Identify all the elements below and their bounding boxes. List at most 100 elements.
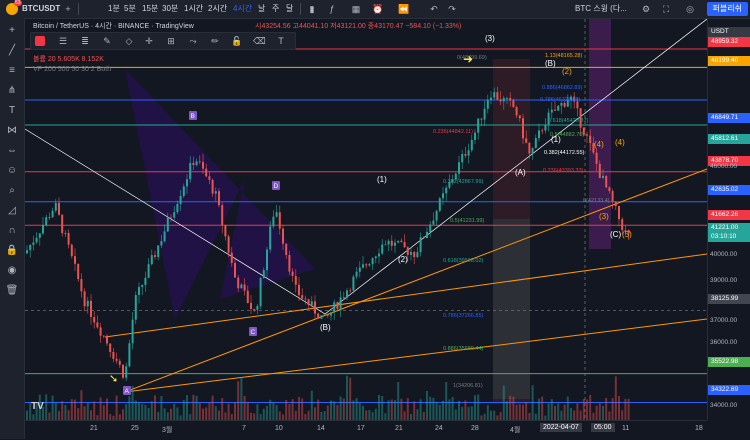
fib-label: 0.786(37266.85)	[443, 313, 484, 319]
timeframe-day[interactable]: 날	[258, 4, 266, 13]
plus-icon[interactable]: +	[65, 4, 71, 14]
volume-bar	[349, 377, 352, 420]
eraser-icon[interactable]: ◇	[125, 36, 133, 46]
text-tool-icon[interactable]: T	[278, 36, 284, 46]
pitchfork-icon[interactable]: ⋔	[7, 85, 17, 96]
fib-label: 0.886(46862.89)	[542, 85, 583, 91]
timeframe-month[interactable]: 달	[286, 4, 294, 13]
timeframe-week[interactable]: 주	[272, 4, 280, 13]
alert-icon[interactable]: ⏰	[372, 4, 384, 14]
timeframe-15m[interactable]: 15분	[142, 4, 159, 13]
compare-dropdown[interactable]: BTC 스윙 (다...	[575, 4, 627, 13]
timeframe-30m[interactable]: 30분	[162, 4, 179, 13]
trendline-icon[interactable]: ╱	[8, 45, 16, 56]
candle-body	[173, 212, 176, 218]
text-icon[interactable]: T	[8, 105, 16, 116]
timeframe-5m[interactable]: 5분	[124, 4, 136, 13]
candle-body	[390, 240, 393, 246]
volume-bar	[102, 405, 105, 420]
path-icon[interactable]: ⤳	[189, 36, 197, 46]
volume-bar	[550, 399, 553, 420]
volume-bar	[307, 410, 310, 420]
candle-type-icon[interactable]: ▮	[309, 4, 315, 14]
camera-icon[interactable]: ◎	[686, 4, 694, 14]
fib-label: 1(34206.81)	[453, 383, 483, 389]
candle-body	[234, 262, 236, 278]
eye-icon[interactable]: ◉	[7, 265, 17, 276]
settings-icon[interactable]: ⚙	[641, 4, 651, 14]
crosshair-icon[interactable]: +	[9, 25, 15, 36]
candle-body	[406, 247, 409, 255]
timeframe-1m[interactable]: 1분	[108, 4, 120, 13]
candle-body	[557, 105, 560, 111]
drawing-toolbar: + ╱ ≡ ⋔ T ⋈ ⇔ ☺ ⌕ ◿ ∩ 🔒 ◉ 🗑	[0, 18, 25, 439]
replay-icon[interactable]: ⏪	[398, 4, 410, 14]
cross-icon[interactable]: ✛	[145, 36, 153, 46]
candle-body	[48, 217, 51, 218]
arrow-icon: ➘	[109, 372, 118, 385]
measure-icon[interactable]: ◿	[8, 205, 16, 216]
fib-label: 0.382(44172.55)	[544, 150, 585, 156]
candle-body	[621, 219, 624, 231]
volume-bar	[432, 397, 435, 420]
publish-button[interactable]: 퍼블리쉬	[706, 2, 748, 16]
candle-body	[579, 108, 582, 128]
time-label: 28	[471, 425, 479, 432]
price-chart[interactable]: (3) (1) (2) (B) (A) (B) (1) (2) (3) (4) (4) (C) (5) A…	[25, 19, 707, 420]
volume-bar	[614, 376, 617, 420]
fib-label: 0.618(39598.02)	[443, 258, 484, 264]
brush-icon[interactable]: ✎	[103, 36, 111, 46]
candle-body	[474, 132, 476, 140]
symbol-search[interactable]: BTCUSDT	[22, 4, 61, 13]
indicators-icon[interactable]: ƒ	[329, 4, 335, 14]
delete-icon[interactable]: ⌫	[253, 36, 266, 46]
candle-body	[602, 175, 604, 179]
line-width-icon[interactable]: ☰	[58, 36, 68, 46]
sliders-icon[interactable]: ⊞	[167, 36, 175, 46]
volume-bar	[141, 403, 144, 420]
pencil-icon[interactable]: ✏	[211, 36, 219, 46]
ruler-icon[interactable]: ⇔	[7, 145, 17, 156]
pattern-icon[interactable]: ⋈	[7, 125, 17, 136]
fullscreen-icon[interactable]: ⛶	[662, 4, 670, 14]
price-axis[interactable]: USDT 48959.32 48199.40 46849.71 45812.61…	[707, 19, 750, 420]
lock-small-icon[interactable]: 🔓	[231, 36, 243, 46]
candle-body	[282, 228, 284, 244]
settings-list-icon[interactable]: ≣	[81, 36, 89, 46]
volume-bar	[387, 400, 390, 420]
trash-icon[interactable]: 🗑	[5, 285, 19, 296]
tradingview-logo: TV	[31, 401, 44, 412]
volume-bar	[221, 398, 224, 420]
zoom-icon[interactable]: ⌕	[9, 185, 15, 196]
candle-body	[451, 179, 454, 182]
magnet-icon[interactable]: ∩	[8, 225, 16, 236]
volume-bar	[90, 410, 92, 420]
redo-icon[interactable]: ↷	[448, 4, 456, 14]
volume-bar	[611, 398, 614, 420]
layout-icon[interactable]: ▦	[351, 4, 361, 14]
emoji-icon[interactable]: ☺	[6, 165, 18, 176]
candle-body	[448, 181, 451, 188]
lock-icon[interactable]: 🔒	[5, 245, 19, 256]
time-axis[interactable]: 21 25 3월 7 10 14 17 21 24 28 4월 2022-04-…	[25, 420, 707, 440]
timeframe-4h[interactable]: 4시간	[233, 4, 253, 13]
countdown-tag: 03:10:10	[708, 232, 750, 242]
candle-body	[141, 284, 144, 287]
chart-pane[interactable]: (3) (1) (2) (B) (A) (B) (1) (2) (3) (4) (4) (C) (5) A…	[25, 19, 707, 420]
candle-body	[509, 97, 512, 101]
currency-tag[interactable]: USDT	[708, 27, 750, 37]
candle-body	[442, 193, 444, 199]
candle-body	[592, 143, 595, 153]
horizontal-line-icon[interactable]: ≡	[9, 65, 15, 76]
candle-body	[83, 291, 86, 307]
symbol-avatar[interactable]	[6, 3, 18, 15]
timeframe-2h[interactable]: 2시간	[208, 4, 228, 13]
candle-body	[426, 231, 428, 239]
undo-icon[interactable]: ↶	[430, 4, 438, 14]
volume-bar	[189, 414, 192, 420]
color-swatch[interactable]	[35, 36, 45, 46]
candle-body	[422, 237, 425, 239]
candle-body	[269, 226, 272, 250]
timeframe-1h[interactable]: 1시간	[184, 4, 204, 13]
candle-body	[186, 179, 188, 187]
